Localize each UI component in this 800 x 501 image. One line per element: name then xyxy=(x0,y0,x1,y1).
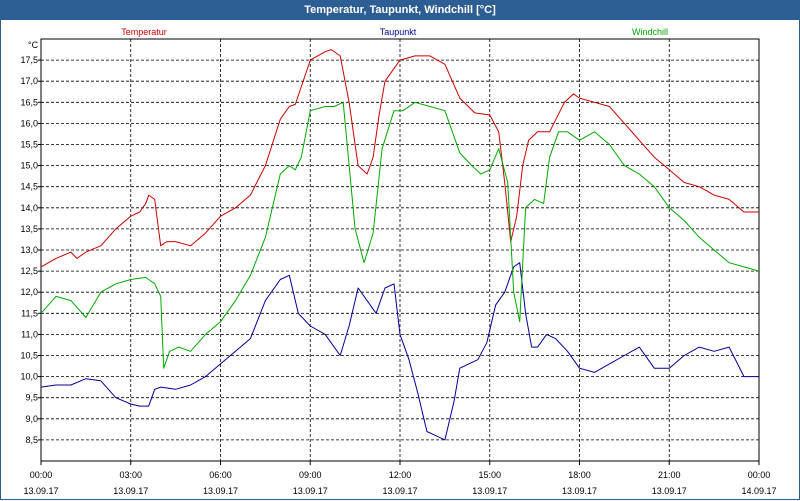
series-line-temperatur xyxy=(40,49,759,268)
x-tick-date: 13.09.17 xyxy=(293,486,328,496)
y-tick-label: 14,0 xyxy=(20,203,38,213)
y-tick-label: 13,5 xyxy=(20,224,38,234)
x-tick-date: 13.09.17 xyxy=(203,486,238,496)
y-tick-label: 11,0 xyxy=(21,329,38,339)
x-tick-time: 12:00 xyxy=(389,470,412,480)
x-tick-time: 18:00 xyxy=(568,470,591,480)
legend-taupunkt: Taupunkt xyxy=(380,27,417,37)
y-tick-label: 17,0 xyxy=(20,76,38,86)
x-tick-time: 15:00 xyxy=(478,470,501,480)
y-tick-label: 10,5 xyxy=(20,351,38,361)
series-line-windchill xyxy=(40,101,760,369)
legend-windchill: Windchill xyxy=(632,27,668,37)
y-tick-label: 13,0 xyxy=(20,245,38,255)
legend-temperatur: Temperatur xyxy=(121,27,167,37)
x-tick-time: 09:00 xyxy=(299,470,322,480)
series-lines xyxy=(40,49,760,441)
y-tick-label: 16,0 xyxy=(20,118,38,128)
x-tick-date: 13.09.17 xyxy=(472,486,507,496)
y-tick-label: 8,5 xyxy=(25,435,38,445)
y-axis-ticks: 8,5 9,0 9,5 10,0 10,5 11,0 11,5 12,0 12,5 13,0 13,… xyxy=(20,55,41,445)
x-tick-time: 00:00 xyxy=(30,470,53,480)
window-title: Temperatur, Taupunkt, Windchill [°C] xyxy=(1,1,799,20)
y-tick-label: 9,0 xyxy=(25,414,38,424)
y-tick-label: 11,5 xyxy=(21,308,38,318)
y-tick-label: 16,5 xyxy=(20,97,38,107)
y-tick-label: 9,5 xyxy=(25,393,38,403)
y-tick-label: 12,0 xyxy=(20,287,38,297)
grid-lines xyxy=(40,38,760,462)
legend: Temperatur Taupunkt Windchill xyxy=(121,27,668,37)
y-tick-label: 17,5 xyxy=(20,55,38,65)
y-tick-label: 12,5 xyxy=(20,266,38,276)
x-tick-date: 13.09.17 xyxy=(382,486,417,496)
y-axis-label: °C xyxy=(28,40,39,50)
y-tick-label: 15,5 xyxy=(20,140,38,150)
x-tick-time: 06:00 xyxy=(209,470,232,480)
y-tick-label: 10,0 xyxy=(20,372,38,382)
x-tick-date: 14.09.17 xyxy=(741,486,776,496)
x-tick-date: 13.09.17 xyxy=(23,486,58,496)
x-tick-time: 21:00 xyxy=(658,470,681,480)
x-tick-date: 13.09.17 xyxy=(652,486,687,496)
y-tick-label: 14,5 xyxy=(20,182,38,192)
x-tick-date: 13.09.17 xyxy=(562,486,597,496)
series-line-taupunkt xyxy=(40,262,759,441)
y-tick-label: 15,0 xyxy=(20,161,38,171)
x-axis-ticks: 00:00 13.09.17 03:00 13.09.17 06:00 13.09.17 0… xyxy=(23,461,777,496)
x-tick-time: 03:00 xyxy=(119,470,142,480)
x-tick-time: 00:00 xyxy=(748,470,771,480)
x-tick-date: 13.09.17 xyxy=(113,486,148,496)
